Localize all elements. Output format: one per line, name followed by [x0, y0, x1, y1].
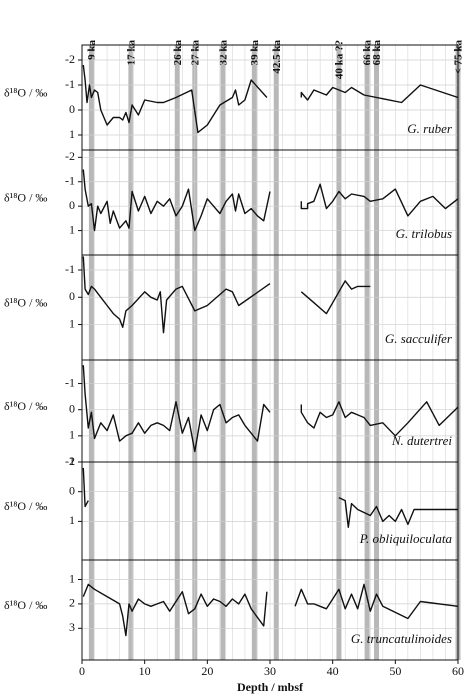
species-label: G. ruber: [407, 121, 453, 136]
y-tick-label: 1: [69, 571, 75, 585]
x-tick-label: 20: [201, 664, 213, 678]
y-tick-label: -2: [65, 52, 75, 66]
event-label: 39 ka: [249, 40, 261, 66]
x-axis-label: Depth / mbsf: [237, 680, 304, 694]
data-line: [82, 467, 458, 528]
x-tick-label: 0: [79, 664, 85, 678]
event-band: [251, 45, 257, 660]
y-tick-label: 0: [69, 102, 75, 116]
event-label: 40 ka ??: [333, 40, 345, 79]
event-band: [336, 45, 342, 660]
y-tick-label: 1: [69, 428, 75, 442]
event-band: [364, 45, 370, 660]
event-label: 27 ka: [189, 40, 201, 66]
event-label: 9 ka: [86, 40, 98, 60]
y-tick-label: -1: [65, 173, 75, 187]
x-tick-label: 30: [264, 664, 276, 678]
y-tick-label: 3: [69, 620, 75, 634]
species-label: G. truncatulinoides: [351, 631, 452, 646]
event-label: 26 ka: [172, 40, 184, 66]
event-label: 68 ka: [371, 40, 383, 66]
y-tick-label: 0: [69, 289, 75, 303]
y-axis-label: δ¹⁸O / ‰: [4, 190, 47, 204]
data-line: [82, 64, 459, 134]
event-band: [374, 45, 380, 660]
event-label: 17 ka: [125, 40, 137, 66]
event-band: [273, 45, 279, 660]
event-label: 42.5 ka: [271, 40, 283, 74]
data-line: [82, 169, 459, 232]
y-axis-label: δ¹⁸O / ‰: [4, 399, 47, 413]
x-tick-label: 40: [327, 664, 339, 678]
event-label: 32 ka: [218, 40, 230, 66]
y-axis-label: δ¹⁸O / ‰: [4, 295, 47, 309]
y-tick-label: -2: [65, 149, 75, 163]
event-band: [174, 45, 180, 660]
y-tick-label: -1: [65, 454, 75, 468]
x-tick-label: 60: [452, 664, 464, 678]
species-label: G. trilobus: [396, 226, 452, 241]
y-axis-label: δ¹⁸O / ‰: [4, 499, 47, 513]
y-tick-label: 0: [69, 401, 75, 415]
y-tick-label: -1: [65, 375, 75, 389]
y-tick-label: -1: [65, 77, 75, 91]
data-line: [82, 365, 459, 453]
y-tick-label: 2: [69, 454, 75, 468]
y-tick-label: 1: [69, 316, 75, 330]
x-tick-label: 50: [389, 664, 401, 678]
y-axis-label: δ¹⁸O / ‰: [4, 85, 47, 99]
event-label: 66 ka: [362, 40, 374, 66]
data-line: [82, 583, 459, 637]
y-tick-label: 0: [69, 483, 75, 497]
species-label: N. dutertrei: [391, 433, 453, 448]
y-tick-label: 1: [69, 513, 75, 527]
event-band: [220, 45, 226, 660]
event-band: [88, 45, 94, 660]
event-band: [128, 45, 134, 660]
species-label: G. sacculifer: [385, 331, 453, 346]
data-line: [82, 256, 371, 334]
species-label: P. obliquiloculata: [359, 531, 453, 546]
y-tick-label: 0: [69, 198, 75, 212]
y-tick-label: 1: [69, 127, 75, 141]
y-tick-label: -1: [65, 262, 75, 276]
y-tick-label: 1: [69, 222, 75, 236]
y-tick-label: 2: [69, 596, 75, 610]
y-axis-label: δ¹⁸O / ‰: [4, 598, 47, 612]
event-label: < 75 ka: [453, 40, 465, 75]
x-tick-label: 10: [139, 664, 151, 678]
